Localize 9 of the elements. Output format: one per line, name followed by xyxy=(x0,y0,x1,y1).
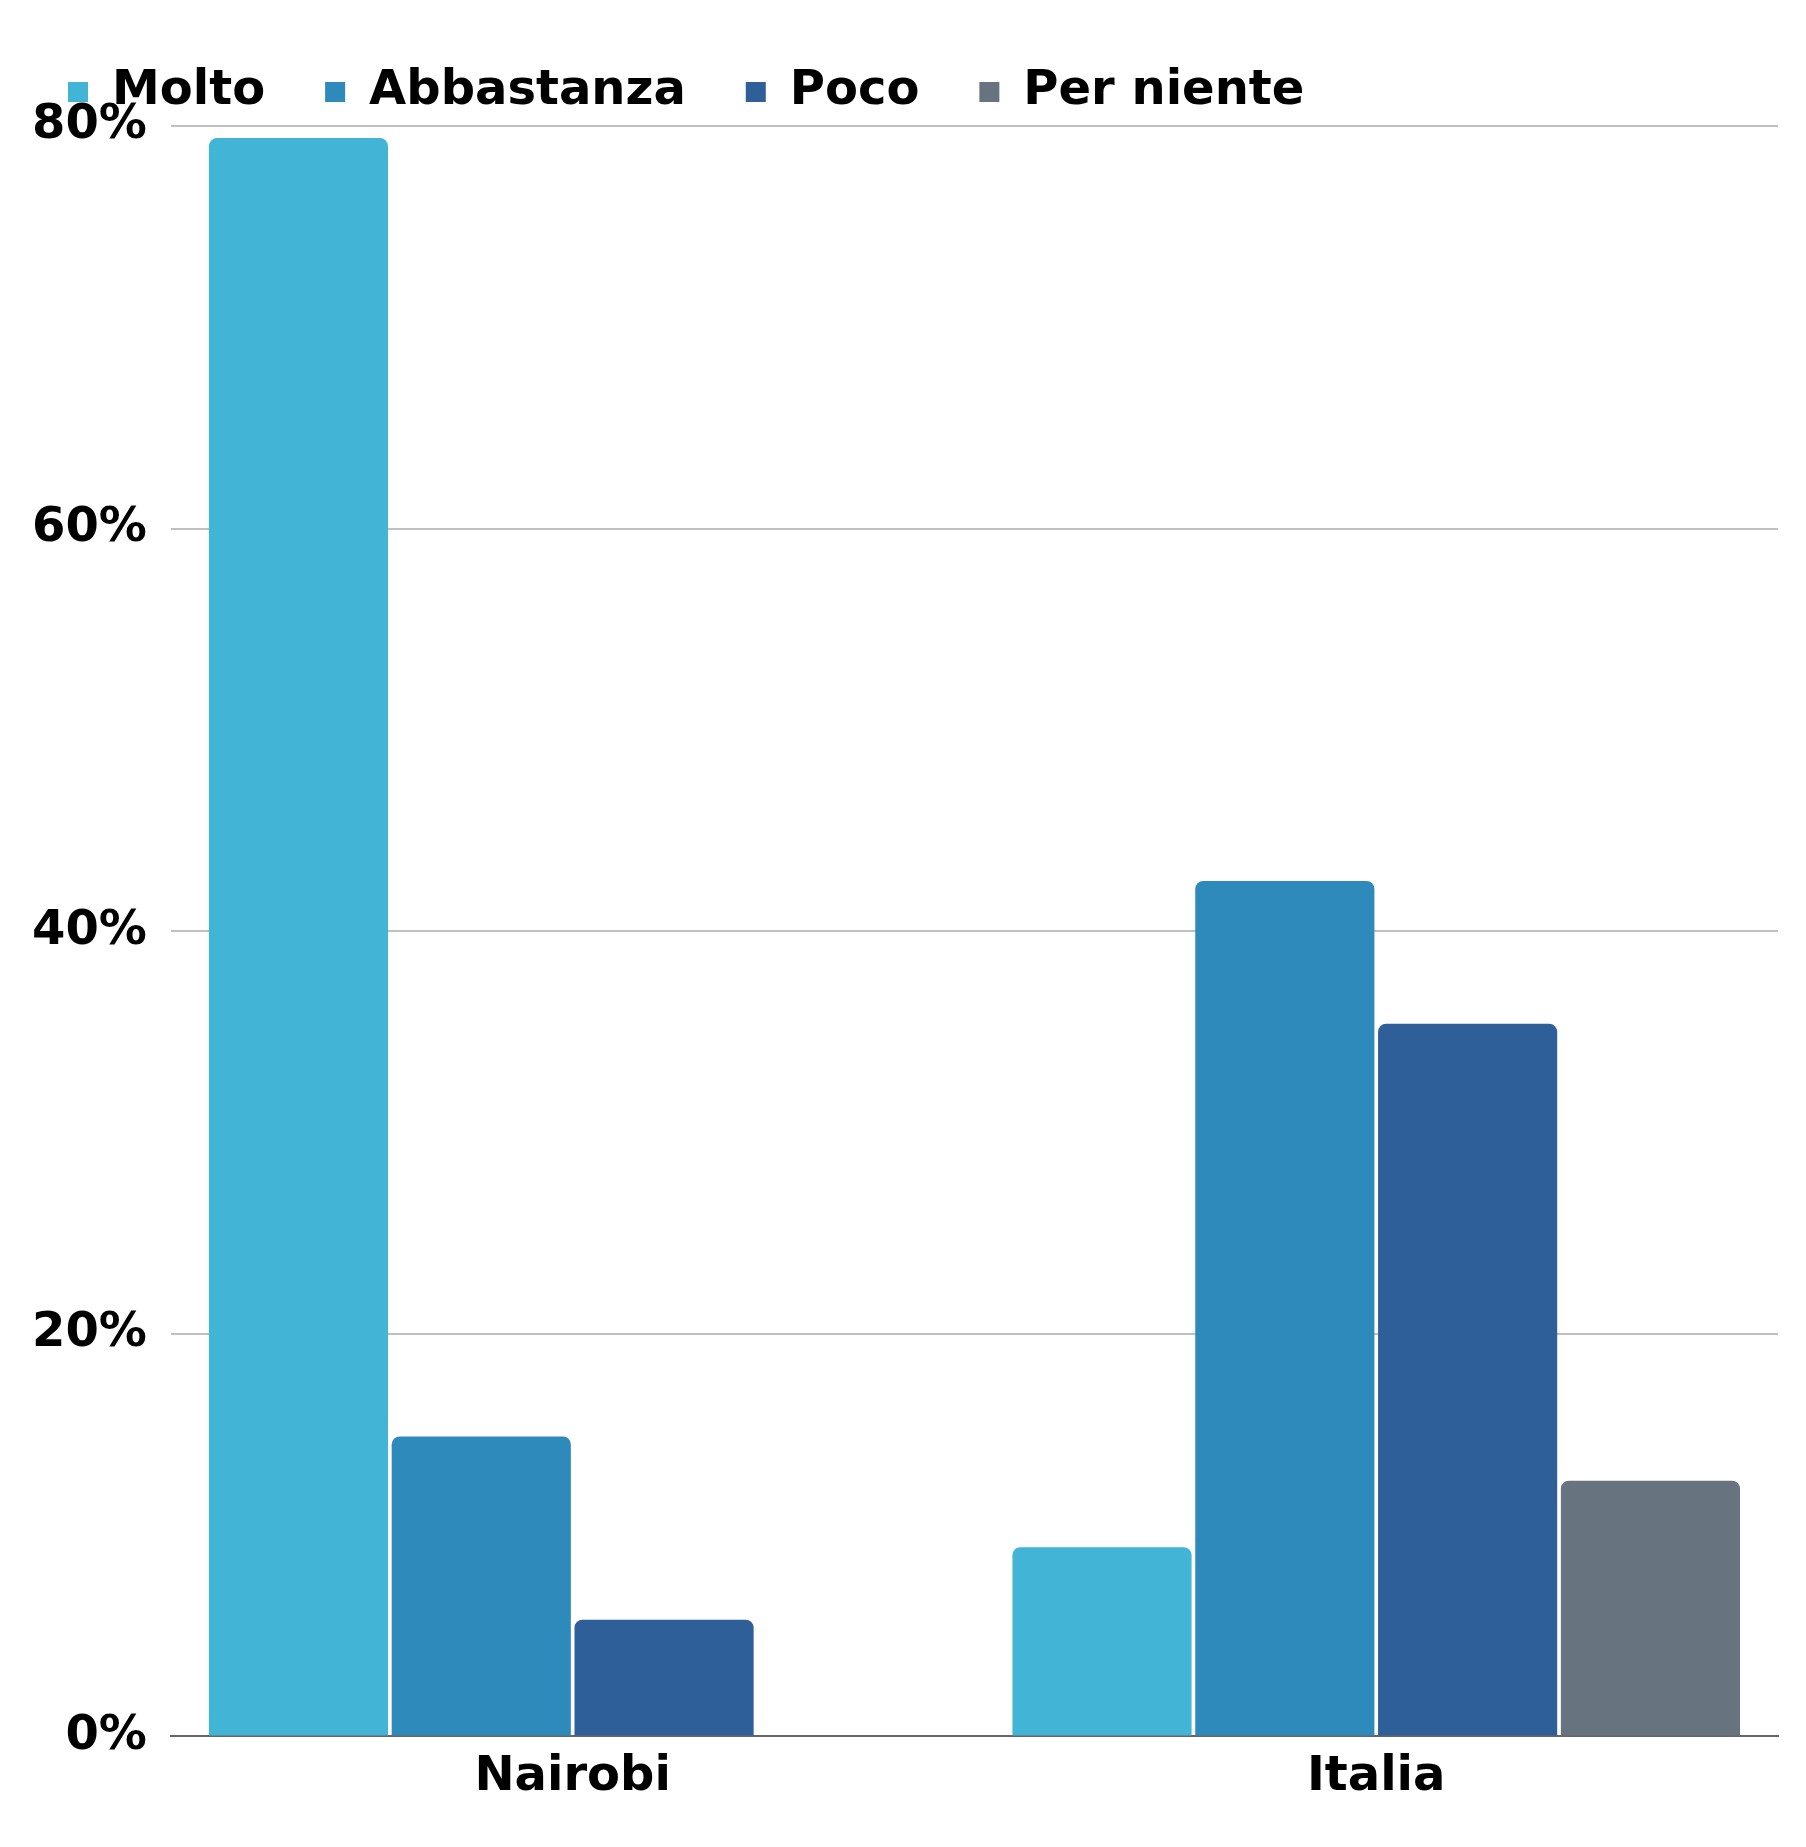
y-tick-label: 0% xyxy=(65,1703,147,1760)
x-tick-label: Italia xyxy=(1306,1744,1446,1801)
legend-label: Per niente xyxy=(1023,59,1305,116)
y-tick-label: 20% xyxy=(32,1301,147,1358)
y-tick-label: 60% xyxy=(32,496,147,553)
y-tick-label: 40% xyxy=(32,898,147,955)
legend-label: Abbastanza xyxy=(369,59,686,116)
x-tick-label: Nairobi xyxy=(474,1744,671,1801)
legend-label: Poco xyxy=(789,59,920,116)
